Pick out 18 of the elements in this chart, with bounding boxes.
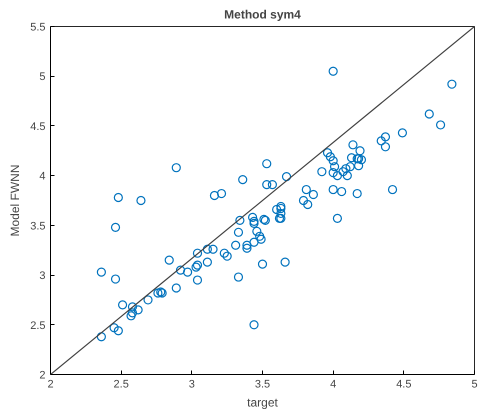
x-tick-label: 4.5 — [396, 378, 412, 390]
x-tick-label: 5 — [471, 378, 478, 390]
x-tick-label: 3.5 — [254, 378, 270, 390]
y-tick-label: 4 — [39, 170, 46, 183]
y-tick-label: 3.5 — [30, 220, 46, 232]
y-tick-label: 3 — [39, 270, 46, 282]
y-tick-label: 2 — [39, 370, 46, 382]
x-tick-label: 4 — [330, 378, 336, 390]
chart-title: Method sym4 — [224, 8, 302, 22]
y-tick-label: 5.5 — [30, 22, 46, 34]
x-tick-label: 3 — [188, 378, 195, 390]
x-tick-label: 2.5 — [114, 378, 129, 390]
y-tick-label: 2.5 — [30, 320, 46, 332]
x-tick-label: 2 — [47, 378, 54, 390]
y-tick-label: 5 — [39, 71, 46, 84]
x-axis-title: target — [247, 396, 279, 410]
y-axis-title: Model FWNN — [8, 164, 22, 237]
y-tick-label: 4.5 — [30, 120, 46, 133]
